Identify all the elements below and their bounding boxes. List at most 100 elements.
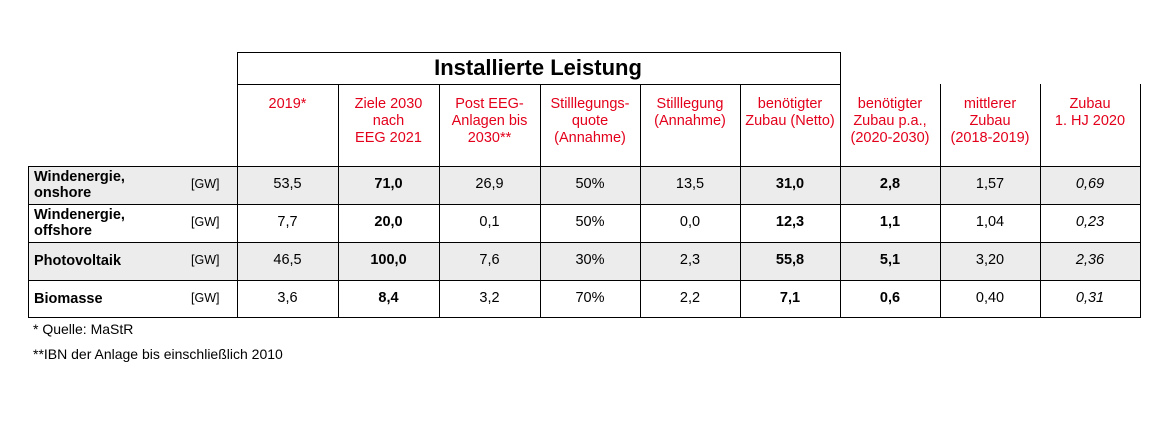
table-cell: 0,23 (1075, 214, 1105, 230)
grid-line (338, 84, 339, 318)
table-cell: 31,0 (775, 176, 805, 192)
table-cell: 12,3 (775, 214, 805, 230)
unit-label: [GW] (191, 215, 220, 229)
grid-line (237, 52, 841, 53)
column-header-line: 2030** (467, 130, 512, 146)
column-header-line: benötigter (757, 96, 823, 112)
table-cell: 30% (575, 252, 605, 268)
unit-label: [GW] (191, 290, 220, 305)
column-header-line: Stilllegung (656, 96, 724, 112)
table-cell: 50% (575, 176, 605, 192)
table-cell: 2,2 (679, 289, 701, 306)
row-label-line: offshore (34, 223, 92, 239)
column-header: benötigter Zubau (Netto) (740, 96, 840, 130)
grid-line (237, 52, 238, 318)
grid-line (28, 317, 1141, 318)
column-header-line: (2018-2019) (950, 130, 1030, 146)
grid-line (640, 84, 641, 318)
grid-line (1040, 84, 1041, 318)
column-header-line: Stilllegungs- (550, 96, 630, 112)
table-cell: 2,3 (679, 252, 701, 268)
grid-line (439, 84, 440, 318)
grid-line (740, 84, 741, 318)
table-cell: 26,9 (475, 176, 504, 192)
column-header: Stilllegung (Annahme) (640, 96, 740, 130)
table-cell: 7,6 (479, 252, 500, 268)
table-cell: 0,69 (1075, 176, 1105, 192)
grid-line (237, 84, 841, 85)
grid-line (540, 84, 541, 318)
column-header-line: Zubau (Netto) (745, 113, 835, 129)
row-label-line: Windenergie, (34, 207, 125, 223)
row-label: Biomasse (34, 291, 103, 307)
column-header: Ziele 2030 nach EEG 2021 (338, 96, 439, 147)
footnote-source: * Quelle: MaStR (33, 321, 134, 337)
table-cell: 0,31 (1075, 289, 1105, 306)
row-shading (28, 242, 1140, 280)
table-cell: 50% (575, 214, 605, 230)
column-header: Post EEG- Anlagen bis 2030** (439, 96, 540, 147)
table-cell: 7,1 (779, 289, 801, 306)
column-header-line: Zubau (969, 113, 1011, 129)
table-cell: 0,0 (679, 214, 701, 230)
table-cell: 46,5 (273, 252, 302, 268)
table-cell: 8,4 (378, 289, 399, 306)
table-cell: 20,0 (374, 214, 403, 230)
table-cell: 100,0 (370, 252, 407, 268)
column-header-line: EEG 2021 (355, 130, 422, 146)
table-cell: 1,57 (975, 176, 1005, 192)
column-header: mittlerer Zubau (2018-2019) (940, 96, 1040, 147)
table-cell: 71,0 (374, 176, 403, 192)
row-label-line: Biomasse (34, 290, 103, 307)
row-label-line: Windenergie, (34, 169, 125, 185)
table-cell: 0,6 (879, 289, 901, 306)
table-cell: 0,1 (479, 214, 500, 230)
column-header-line: 2019* (268, 96, 307, 112)
grid-line (28, 280, 1141, 281)
grid-line (28, 166, 1141, 167)
table-cell: 3,2 (479, 289, 500, 306)
column-header-line: benötigter (857, 96, 923, 112)
column-header-line: Zubau (1069, 96, 1111, 112)
unit-label: [GW] (191, 177, 220, 191)
grid-line (840, 52, 841, 318)
column-header-line: mittlerer (963, 96, 1017, 112)
column-header-line: Ziele 2030 (354, 96, 423, 112)
column-header-line: quote (571, 113, 609, 129)
row-label: Windenergie, offshore (34, 207, 125, 239)
column-header-line: Zubau p.a., (853, 113, 927, 129)
column-header-line: (Annahme) (654, 113, 726, 129)
grid-line (28, 242, 1141, 243)
footnote-ibn: **IBN der Anlage bis einschließlich 2010 (33, 346, 283, 362)
table-cell: 0,40 (975, 289, 1005, 306)
table-cell: 13,5 (675, 176, 705, 192)
row-shading (28, 166, 1140, 204)
row-label-line: Photovoltaik (34, 253, 122, 269)
grid-line (28, 166, 29, 318)
row-label: Photovoltaik (34, 253, 121, 269)
table-cell: 7,7 (277, 214, 298, 230)
column-header-line: (Annahme) (554, 130, 626, 146)
column-header: 2019* (237, 96, 338, 113)
column-header-line: nach (372, 113, 405, 129)
table-cell: 53,5 (273, 176, 302, 192)
table-cell: 3,6 (277, 289, 298, 306)
table-cell: 3,20 (975, 252, 1005, 268)
table-cell: 1,04 (975, 214, 1005, 230)
column-header: Zubau 1. HJ 2020 (1040, 96, 1140, 130)
column-header: Stilllegungs-quote (Annahme) (540, 96, 640, 147)
row-label: Windenergie, onshore (34, 169, 125, 201)
grid-line (1140, 84, 1141, 318)
row-label-line: onshore (34, 185, 92, 201)
table-cell: 1,1 (879, 214, 901, 230)
grid-line (28, 204, 1141, 205)
table-cell: 2,8 (879, 176, 901, 192)
column-header-line: (2020-2030) (850, 130, 930, 146)
table-title: Installierte Leistung (434, 55, 642, 80)
column-header-line: 1. HJ 2020 (1054, 113, 1126, 129)
table-cell: 2,36 (1075, 252, 1105, 268)
table-cell: 5,1 (879, 252, 901, 268)
column-header-line: Post EEG- (455, 96, 524, 112)
column-header-line: Anlagen bis (451, 113, 528, 129)
